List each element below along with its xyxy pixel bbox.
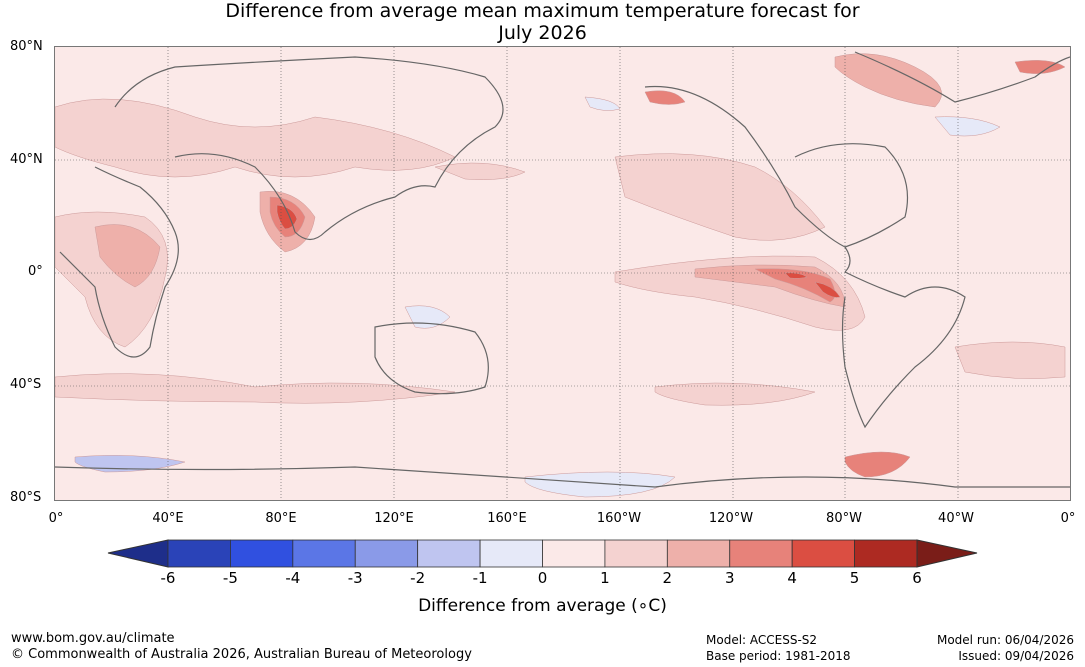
lon-label-40w: 40°W xyxy=(938,511,974,526)
colorbar-tick-label: 1 xyxy=(600,569,610,587)
colorbar-segment xyxy=(666,539,731,568)
colorbar-segment xyxy=(729,539,793,568)
lon-label-0-east: 0° xyxy=(1060,511,1076,526)
forecast-map xyxy=(54,46,1071,501)
lat-label-80s: 80°S xyxy=(10,490,42,505)
map-title-line-1: Difference from average mean maximum tem… xyxy=(225,0,860,22)
lat-label-40s: 40°S xyxy=(10,377,42,392)
colorbar-segments xyxy=(167,539,918,568)
colorbar-tick-label: -1 xyxy=(472,569,488,587)
lon-label-40e: 40°E xyxy=(152,511,184,526)
footer-model: Model: ACCESS-S2 xyxy=(706,633,818,647)
lon-label-160e: 160°E xyxy=(487,511,527,526)
colorbar-tick-label: 4 xyxy=(787,569,797,587)
footer-copyright: © Commonwealth of Australia 2026, Austra… xyxy=(11,647,472,662)
lon-label-160w: 160°W xyxy=(596,511,642,526)
colorbar-segment xyxy=(479,539,543,568)
lon-label-0: 0° xyxy=(48,511,64,526)
colorbar-tick-label: -3 xyxy=(347,569,363,587)
colorbar-tick-label: -6 xyxy=(160,569,176,587)
lat-label-equator: 0° xyxy=(28,264,43,279)
footer-base-period: Base period: 1981-2018 xyxy=(706,649,851,663)
lon-label-120w: 120°W xyxy=(708,511,754,526)
lon-label-120e: 120°E xyxy=(374,511,414,526)
colorbar-tick-label: -4 xyxy=(285,569,301,587)
australia-coast xyxy=(374,322,489,395)
colorbar-tick-label: -5 xyxy=(222,569,238,587)
africa-coast xyxy=(59,166,179,358)
colorbar-svg xyxy=(107,539,978,568)
south-america-coast xyxy=(841,271,966,429)
colorbar-segment xyxy=(354,539,419,568)
gridlines xyxy=(55,47,1070,500)
colorbar-tick-label: 2 xyxy=(662,569,673,587)
colorbar-segment xyxy=(230,539,294,568)
colorbar-tick-label: 3 xyxy=(724,569,735,587)
north-america-west-coast xyxy=(644,85,851,273)
coastlines xyxy=(55,51,1070,488)
eurasia-coast xyxy=(114,56,504,241)
colorbar-left-extension xyxy=(107,539,169,568)
lon-label-80w: 80°W xyxy=(826,511,862,526)
colorbar-tick-label: 5 xyxy=(849,569,860,587)
footer-model-run: Model run: 06/04/2026 xyxy=(936,633,1074,647)
north-america-east-coast xyxy=(794,143,909,248)
colorbar-segment xyxy=(791,539,855,568)
antarctica-coast xyxy=(55,466,1070,488)
colorbar-axis-label: Difference from average (∘C) xyxy=(418,596,667,616)
colorbar-segment xyxy=(417,539,481,568)
colorbar-tick-label: 0 xyxy=(537,569,548,587)
colorbar-tick-label: -2 xyxy=(410,569,426,587)
colorbar-right-extension xyxy=(916,539,978,568)
map-title-line-2: July 2026 xyxy=(498,22,587,44)
footer-issued: Issued: 09/04/2026 xyxy=(958,649,1074,663)
lat-label-80n: 80°N xyxy=(10,39,43,54)
footer-url: www.bom.gov.au/climate xyxy=(11,631,175,646)
map-svg xyxy=(55,47,1070,500)
lon-label-80e: 80°E xyxy=(265,511,297,526)
colorbar-segment xyxy=(292,539,356,568)
colorbar-tick-label: 6 xyxy=(912,569,922,587)
map-background xyxy=(55,47,1070,500)
colorbar-segment xyxy=(854,539,918,568)
lat-label-40n: 40°N xyxy=(10,152,43,167)
anomaly-shading xyxy=(55,53,1066,498)
colorbar-segment xyxy=(167,539,231,568)
colorbar-segment xyxy=(542,539,606,568)
arctic-coast xyxy=(854,51,1070,103)
colorbar-segment xyxy=(604,539,668,568)
